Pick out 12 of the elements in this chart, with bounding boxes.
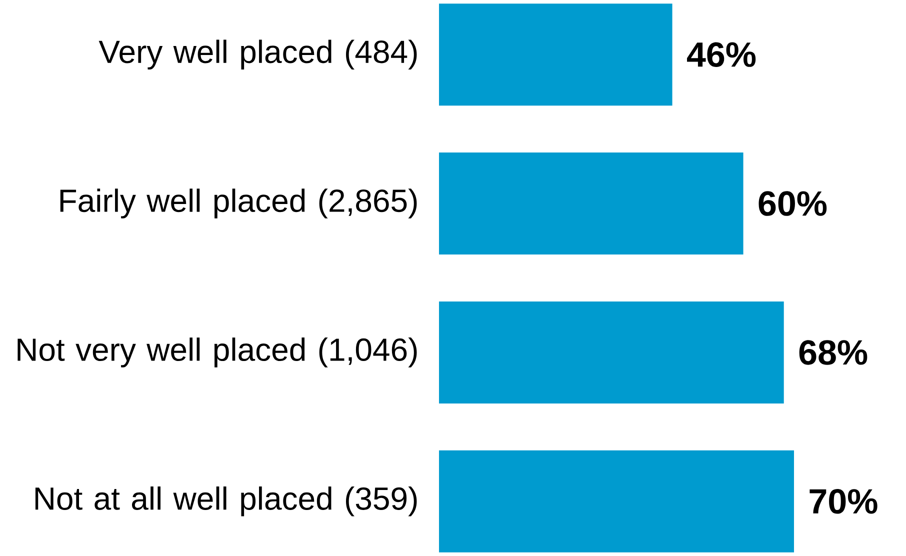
y-tick-label: Very well placed (484): [98, 40, 417, 70]
bar: [438, 301, 784, 404]
bar: [438, 4, 672, 106]
bar: [438, 152, 744, 255]
y-tick-label: Not very well placed (1,046): [18, 338, 417, 368]
data-label: 68%: [799, 340, 868, 365]
data-label: 60%: [758, 191, 827, 216]
data-label: 46%: [687, 42, 756, 67]
bar: [438, 450, 794, 552]
data-label: 70%: [810, 488, 878, 514]
y-tick-label: Fairly well placed (2,865): [60, 188, 417, 218]
y-tick-label: Not at all well placed (359): [35, 486, 417, 516]
